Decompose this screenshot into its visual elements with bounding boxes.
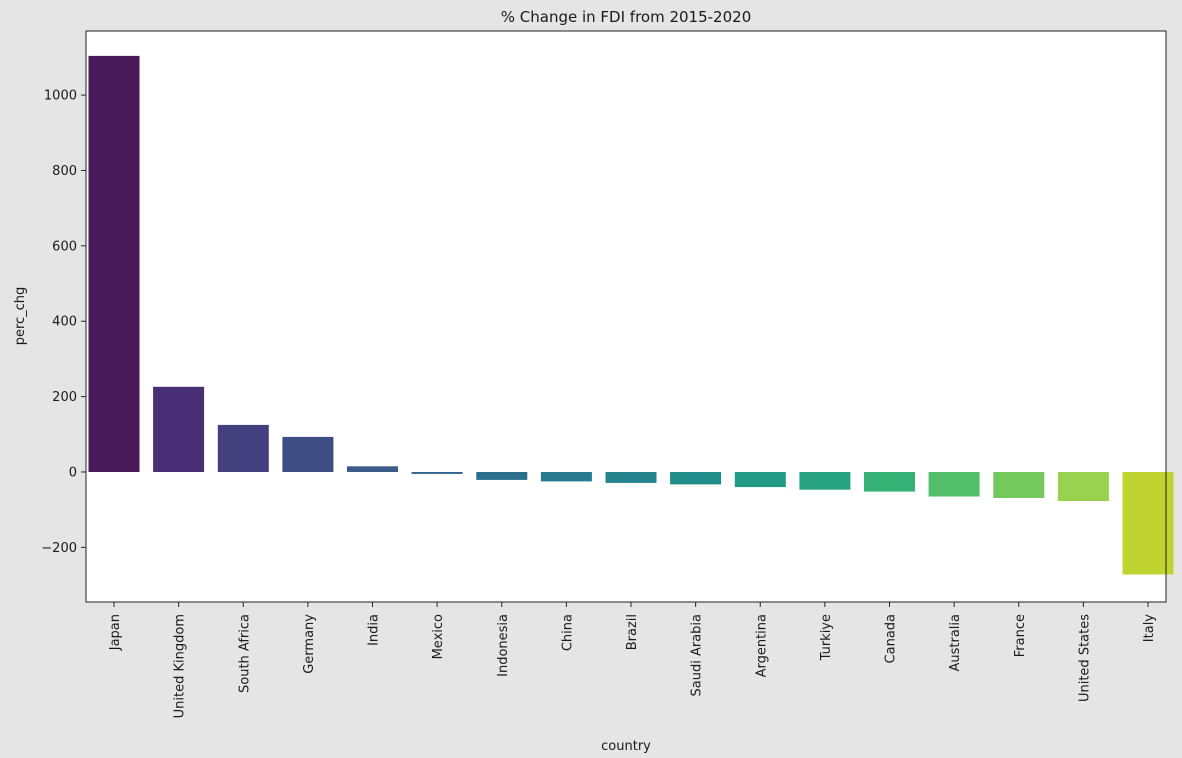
bar-italy (1122, 472, 1174, 575)
y-tick-label: 800 (52, 164, 77, 179)
x-tick-label: South Africa (237, 614, 252, 693)
x-tick-label: Turkiye (819, 614, 834, 661)
bar-australia (928, 472, 980, 497)
x-tick-label: Saudi Arabia (690, 614, 705, 697)
x-tick-label: United States (1077, 614, 1092, 702)
bars-group (88, 55, 1174, 575)
x-tick-label: Argentina (754, 614, 769, 677)
y-tick-label: 600 (52, 239, 77, 254)
y-axis: −200 0 200 400 600 800 1000 (41, 89, 86, 556)
bar-france (993, 472, 1045, 498)
x-tick-label: Australia (948, 614, 963, 672)
x-tick-label: Italy (1142, 614, 1157, 643)
bar-indonesia (476, 472, 528, 480)
bar-brazil (605, 472, 657, 483)
bar-germany (282, 436, 334, 472)
x-axis-label: country (601, 739, 651, 754)
bar-argentina (734, 472, 786, 488)
bar-china (540, 472, 592, 482)
x-axis: Japan United Kingdom South Africa Germany In… (108, 602, 1157, 718)
x-tick-label: Mexico (431, 614, 446, 659)
bar-saudi-arabia (670, 472, 722, 485)
y-tick-label: 400 (52, 315, 77, 330)
x-tick-label: Japan (108, 614, 123, 651)
x-tick-label: India (367, 614, 382, 646)
x-tick-label: Germany (302, 614, 317, 674)
bar-south-africa (217, 424, 269, 472)
bar-mexico (411, 472, 463, 474)
x-tick-label: Brazil (625, 614, 640, 650)
x-tick-label: United Kingdom (173, 614, 188, 718)
x-tick-label: Canada (884, 614, 899, 663)
plot-frame (85, 30, 1167, 603)
bar-japan (88, 55, 140, 473)
y-tick-label: 0 (69, 465, 77, 480)
x-tick-label: Indonesia (496, 614, 511, 677)
y-axis-label: perc_chg (13, 287, 28, 346)
bar-turkiye (799, 472, 851, 490)
y-tick-label: −200 (41, 541, 77, 556)
x-tick-label: China (560, 614, 575, 651)
bar-united-kingdom (153, 386, 205, 472)
y-tick-label: 1000 (44, 89, 77, 104)
bar-india (347, 466, 398, 472)
y-tick-label: 200 (52, 390, 77, 405)
bar-united-states (1057, 472, 1109, 501)
bar-canada (864, 472, 915, 492)
chart-title: % Change in FDI from 2015-2020 (501, 8, 751, 26)
x-tick-label: France (1013, 614, 1028, 657)
plot-area (86, 31, 1166, 602)
